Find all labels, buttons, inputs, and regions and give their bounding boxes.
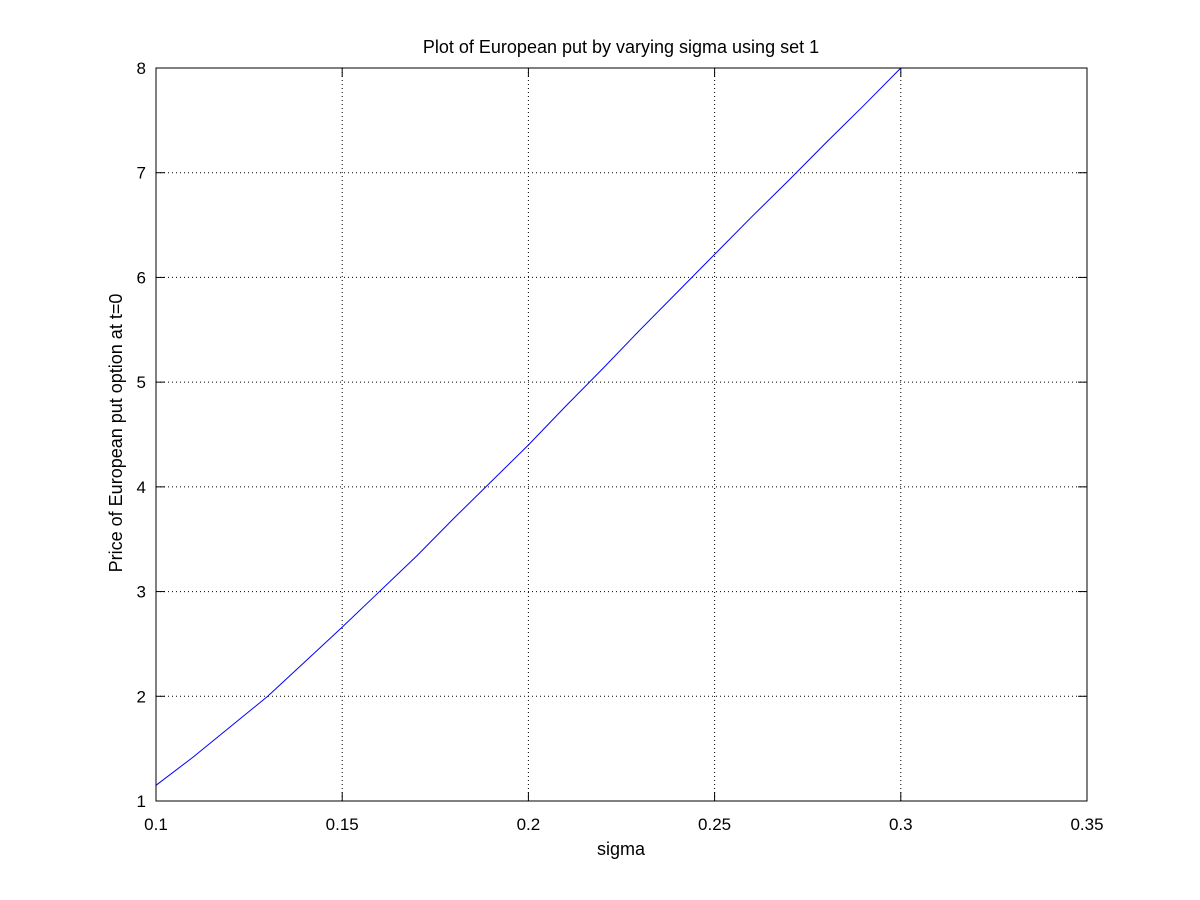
x-axis-title: sigma (597, 839, 646, 859)
y-tick-labels: 1 2 3 4 5 6 7 8 (137, 59, 146, 811)
y-tick-label: 6 (137, 268, 146, 287)
chart-title: Plot of European put by varying sigma us… (423, 37, 819, 57)
y-tick-label: 5 (137, 373, 146, 392)
x-tick-label: 0.2 (517, 815, 541, 834)
y-tick-label: 4 (137, 478, 146, 497)
y-tick-label: 1 (137, 792, 146, 811)
x-tick-label: 0.3 (889, 815, 913, 834)
x-tick-label: 0.15 (326, 815, 359, 834)
x-tick-labels: 0.1 0.15 0.2 0.25 0.3 0.35 (144, 815, 1103, 834)
y-tick-label: 7 (137, 164, 146, 183)
y-axis-title: Price of European put option at t=0 (106, 294, 126, 573)
y-tick-label: 2 (137, 687, 146, 706)
series-line-0 (155, 67, 902, 786)
plot-border (155, 67, 1088, 802)
x-tick-label: 0.1 (144, 815, 168, 834)
series-layer (155, 67, 902, 786)
y-tick-label: 8 (137, 59, 146, 78)
plot-area (155, 67, 1088, 802)
x-tick-label: 0.35 (1070, 815, 1103, 834)
y-tick-label: 3 (137, 583, 146, 602)
x-tick-label: 0.25 (698, 815, 731, 834)
